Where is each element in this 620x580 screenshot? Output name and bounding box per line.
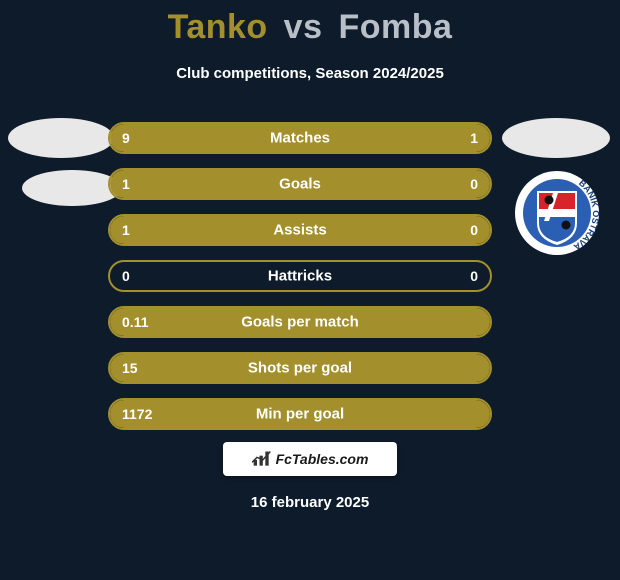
bar-outline	[108, 352, 492, 384]
bars-container: 91Matches 10Goals 10Assists 00Hattricks 0.11…	[108, 122, 492, 444]
bar-outline	[108, 398, 492, 430]
brand-pill[interactable]: FcTables.com	[223, 442, 397, 476]
team1-logo-placeholder-2	[22, 170, 122, 206]
infographic-root: Tanko vs Fomba Club competitions, Season…	[0, 0, 620, 580]
stat-bar-row: 0.11Goals per match	[108, 306, 492, 338]
player1-name: Tanko	[168, 8, 268, 46]
subtitle: Club competitions, Season 2024/2025	[0, 65, 620, 82]
team2-logo-placeholder	[502, 118, 610, 158]
stat-bar-row: 10Assists	[108, 214, 492, 246]
stat-bar-row: 15Shots per goal	[108, 352, 492, 384]
stat-bar-row: 1172Min per goal	[108, 398, 492, 430]
bar-fill	[110, 216, 490, 244]
bar-fill	[110, 170, 490, 198]
bar-outline	[108, 122, 492, 154]
team1-logo-placeholder-1	[8, 118, 114, 158]
team2-crest-icon: BANIK OSTRAVA	[514, 170, 600, 270]
team2-logo-wrap: BANIK OSTRAVA	[502, 118, 610, 278]
bar-fill	[110, 400, 490, 428]
date-text: 16 february 2025	[0, 494, 620, 511]
bar-fill	[110, 308, 490, 336]
brand-text: FcTables.com	[276, 451, 369, 467]
vs-text: vs	[284, 8, 323, 46]
bar-outline	[108, 214, 492, 246]
bar-outline	[108, 306, 492, 338]
stat-bar-row: 00Hattricks	[108, 260, 492, 292]
stat-bar-row: 10Goals	[108, 168, 492, 200]
player2-name: Fomba	[338, 8, 452, 46]
bar-fill-left	[110, 124, 452, 152]
bar-outline	[108, 260, 492, 292]
brand-chart-icon	[252, 450, 272, 468]
bar-fill	[110, 354, 490, 382]
bar-outline	[108, 168, 492, 200]
stat-bar-row: 91Matches	[108, 122, 492, 154]
page-title: Tanko vs Fomba	[0, 8, 620, 47]
bar-fill-right	[452, 124, 490, 152]
